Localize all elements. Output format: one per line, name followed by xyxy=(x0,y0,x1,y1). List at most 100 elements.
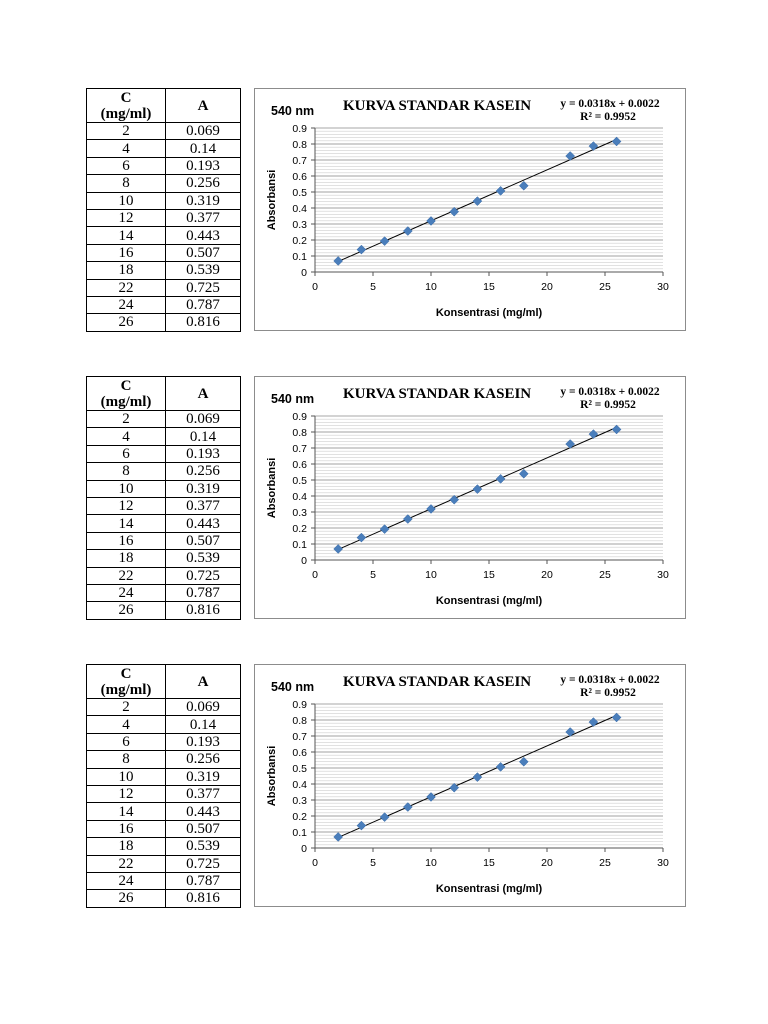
cell-concentration: 6 xyxy=(86,732,166,752)
table-row: 10 0.319 xyxy=(86,767,241,786)
data-point xyxy=(588,717,599,727)
y-tick-label: 0.5 xyxy=(292,187,307,199)
chart-title: KURVA STANDAR KASEIN xyxy=(343,674,531,690)
cell-concentration: 24 xyxy=(86,295,166,315)
header-absorbance: A xyxy=(165,376,241,411)
cell-absorbance: 0.256 xyxy=(165,462,241,481)
y-tick-label: 0.5 xyxy=(292,475,307,487)
cell-concentration: 8 xyxy=(86,750,166,769)
cell-absorbance: 0.816 xyxy=(165,889,241,908)
data-point xyxy=(333,544,344,554)
r-squared: R² = 0.9952 xyxy=(580,399,636,411)
cell-absorbance: 0.069 xyxy=(165,121,241,141)
header-absorbance: A xyxy=(165,88,241,123)
data-point xyxy=(379,812,390,822)
data-table: C (mg/ml) A 2 0.069 4 0.14 6 0.193 8 0.256 10 0.3… xyxy=(86,664,241,908)
x-tick-label: 15 xyxy=(483,569,495,581)
chart-svg: 0 0.1 0.2 0.3 0.4 0.5 0.6 0.7 0.8 0.9 0 5 10 15 20 25 30… xyxy=(266,98,669,319)
cell-absorbance: 0.787 xyxy=(165,583,241,603)
wavelength-label: 540 nm xyxy=(271,392,314,406)
y-tick-label: 0.6 xyxy=(292,747,307,759)
data-point xyxy=(611,712,622,723)
x-tick-label: 30 xyxy=(657,569,669,581)
table-header-row: C (mg/ml) A xyxy=(86,88,241,123)
cell-absorbance: 0.069 xyxy=(165,409,241,429)
y-axis-label: Absorbansi xyxy=(266,170,278,231)
cell-absorbance: 0.443 xyxy=(165,226,241,245)
data-point xyxy=(565,439,576,449)
cell-concentration: 6 xyxy=(86,444,166,464)
table-row: 4 0.14 xyxy=(86,715,241,734)
header-c-unit: (mg/ml) xyxy=(100,393,152,410)
table-row: 14 0.443 xyxy=(86,226,241,245)
cell-absorbance: 0.069 xyxy=(165,697,241,717)
cell-concentration: 16 xyxy=(86,243,166,263)
cell-concentration: 8 xyxy=(86,174,166,193)
table-row: 10 0.319 xyxy=(86,191,241,210)
header-c: C xyxy=(120,377,132,394)
y-tick-label: 0 xyxy=(301,843,307,855)
x-tick-label: 25 xyxy=(599,857,611,869)
y-tick-label: 0.2 xyxy=(292,523,307,535)
y-tick-label: 0.9 xyxy=(292,411,307,423)
cell-concentration: 18 xyxy=(86,261,166,280)
table-row: 12 0.377 xyxy=(86,208,241,228)
table-row: 24 0.787 xyxy=(86,295,241,315)
y-tick-label: 0.1 xyxy=(292,827,307,839)
y-tick-label: 0.6 xyxy=(292,171,307,183)
data-point xyxy=(402,802,413,812)
data-point xyxy=(472,196,483,206)
x-axis-label: Konsentrasi (mg/ml) xyxy=(436,307,543,319)
header-c-unit: (mg/ml) xyxy=(100,105,152,122)
cell-absorbance: 0.319 xyxy=(165,191,241,210)
cell-concentration: 18 xyxy=(86,837,166,856)
cell-concentration: 12 xyxy=(86,208,166,228)
data-point xyxy=(333,832,344,842)
x-tick-label: 10 xyxy=(425,281,437,293)
table-row: 8 0.256 xyxy=(86,750,241,769)
x-tick-label: 20 xyxy=(541,281,553,293)
x-axis-label: Konsentrasi (mg/ml) xyxy=(436,595,543,607)
header-concentration: C (mg/ml) xyxy=(86,664,166,699)
table-row: 22 0.725 xyxy=(86,566,241,585)
y-tick-label: 0 xyxy=(301,267,307,279)
cell-concentration: 6 xyxy=(86,156,166,176)
y-tick-label: 0.7 xyxy=(292,443,307,455)
cell-absorbance: 0.816 xyxy=(165,601,241,620)
cell-concentration: 8 xyxy=(86,462,166,481)
y-tick-label: 0.1 xyxy=(292,251,307,263)
cell-concentration: 10 xyxy=(86,479,166,498)
table-row: 4 0.14 xyxy=(86,139,241,158)
data-point xyxy=(379,524,390,534)
chart-svg: 0 0.1 0.2 0.3 0.4 0.5 0.6 0.7 0.8 0.9 0 5 10 15 20 25 30… xyxy=(266,386,669,607)
cell-absorbance: 0.256 xyxy=(165,174,241,193)
data-point xyxy=(356,532,367,543)
cell-absorbance: 0.193 xyxy=(165,732,241,752)
data-point xyxy=(449,494,460,505)
chart: 0 0.1 0.2 0.3 0.4 0.5 0.6 0.7 0.8 0.9 0 5 10 15 20 25 30… xyxy=(254,88,686,331)
table-row: 6 0.193 xyxy=(86,732,241,752)
chart-svg: 0 0.1 0.2 0.3 0.4 0.5 0.6 0.7 0.8 0.9 0 5 10 15 20 25 30… xyxy=(266,674,669,895)
cell-concentration: 24 xyxy=(86,583,166,603)
cell-absorbance: 0.443 xyxy=(165,802,241,821)
table-row: 14 0.443 xyxy=(86,514,241,533)
y-tick-label: 0.8 xyxy=(292,139,307,151)
y-tick-label: 0.1 xyxy=(292,539,307,551)
x-tick-label: 5 xyxy=(370,857,376,869)
cell-absorbance: 0.507 xyxy=(165,531,241,551)
header-c: C xyxy=(120,89,132,106)
data-point xyxy=(611,424,622,435)
data-table: C (mg/ml) A 2 0.069 4 0.14 6 0.193 8 0.256 10 0.3… xyxy=(86,376,241,620)
cell-concentration: 16 xyxy=(86,819,166,839)
table-chart-block: C (mg/ml) A 2 0.069 4 0.14 6 0.193 8 0.256 10 0.3… xyxy=(0,664,768,954)
cell-concentration: 4 xyxy=(86,715,166,734)
header-concentration: C (mg/ml) xyxy=(86,376,166,411)
cell-absorbance: 0.816 xyxy=(165,313,241,332)
cell-absorbance: 0.507 xyxy=(165,819,241,839)
table-header-row: C (mg/ml) A xyxy=(86,376,241,411)
y-tick-label: 0.3 xyxy=(292,507,307,519)
y-tick-label: 0.7 xyxy=(292,731,307,743)
table-row: 22 0.725 xyxy=(86,854,241,873)
y-axis-label: Absorbansi xyxy=(266,746,278,807)
cell-absorbance: 0.377 xyxy=(165,784,241,804)
